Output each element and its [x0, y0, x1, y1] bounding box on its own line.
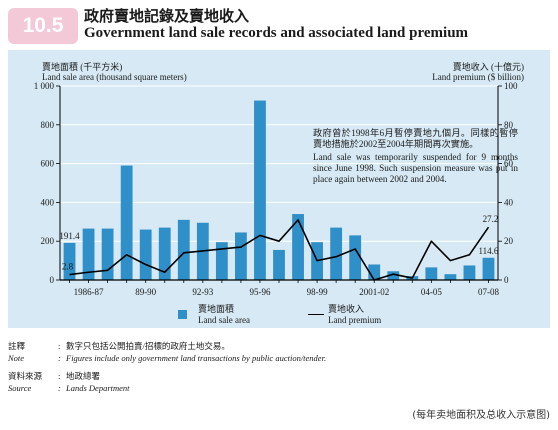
section-number-badge: 10.5 [8, 8, 78, 44]
left-axis-tick-label: 400 [41, 197, 55, 207]
data-label: 27.2 [483, 214, 499, 224]
right-axis-tick-label: 0 [504, 275, 509, 285]
bar-land-sale-area [292, 214, 304, 280]
x-axis-tick-label: 98-99 [307, 287, 328, 297]
left-axis-tick-label: 800 [41, 120, 55, 130]
bar-land-sale-area [482, 257, 495, 280]
bar-land-sale-area [349, 235, 362, 280]
legend-bar-label-chinese: 賣地面積 [198, 304, 235, 314]
source-label-english: Source [8, 383, 32, 393]
right-axis-tick-label: 20 [504, 236, 514, 246]
x-axis-tick-label: 92-93 [192, 287, 213, 297]
bar-land-sale-area [368, 264, 381, 280]
x-axis-tick-label: 1986-87 [74, 287, 104, 297]
x-axis-tick-label: 89-90 [135, 287, 156, 297]
x-axis-tick-label: 95-96 [249, 287, 270, 297]
data-label: 114.6 [479, 246, 499, 256]
note-text-chinese: 數字只包括公開拍賣/招標的政府土地交易。 [66, 341, 230, 351]
note-label-chinese: 註釋 [8, 341, 26, 351]
source-text-chinese: 地政總署 [66, 371, 101, 381]
combo-chart: 0 200 400 600 800 1 000 0 20 40 60 80 100 1986-87 89-… [34, 81, 518, 297]
chart-title-english: Government land sale records and associa… [84, 25, 469, 41]
annotation-chinese: 政府曾於1998年6月暫停賣地九個月。同樣的暫停賣地措施於2002至2004年期… [313, 128, 518, 149]
bar-land-sale-area [444, 274, 457, 280]
x-axis-tick-label: 07-08 [478, 287, 499, 297]
annotation-english: Land sale was temporarily suspended for … [313, 152, 518, 184]
right-axis-tick-label: 80 [504, 120, 514, 130]
left-axis-title-chinese: 賣地面積 (千平方米) [42, 62, 123, 72]
bar-land-sale-area [425, 267, 438, 280]
bar-land-sale-area [82, 228, 95, 280]
legend-line-label-chinese: 賣地收入 [328, 304, 365, 314]
right-axis-tick-label: 40 [504, 197, 514, 207]
bar-land-sale-area [158, 227, 171, 280]
chart-title-chinese: 政府賣地記錄及賣地收入 [84, 9, 250, 25]
bar-land-sale-area [177, 219, 190, 280]
bar-land-sale-area [463, 265, 476, 280]
source-label-chinese: 資料來源 [8, 371, 43, 381]
bar-land-sale-area [215, 242, 228, 280]
note-label-english: Note [8, 353, 25, 363]
line-swatch-icon [308, 314, 324, 315]
chart-panel: 0 200 400 600 800 1 000 0 20 40 60 80 100 1986-87 89-… [8, 50, 550, 328]
data-label: 2.8 [62, 262, 74, 272]
bar-land-sale-area [330, 227, 343, 280]
x-axis-tick-label: 2001-02 [359, 287, 389, 297]
bar-land-sale-area [254, 100, 266, 280]
bar-land-sale-area [387, 271, 400, 280]
note-text-english: Figures include only government land tra… [66, 353, 327, 363]
right-axis-title-chinese: 賣地收入 (十億元) [452, 62, 524, 72]
legend-line-label-english: Land premium [328, 315, 382, 325]
left-axis-tick-label: 200 [41, 236, 55, 246]
source-text-english: Lands Department [66, 383, 130, 393]
data-label: 191.4 [59, 231, 80, 241]
bar-land-sale-area [101, 228, 114, 280]
left-axis-tick-label: 1 000 [34, 81, 55, 91]
right-axis-title-english: Land premium ($ billion) [432, 72, 524, 82]
bar-land-sale-area [273, 249, 285, 280]
right-axis-tick-label: 60 [504, 159, 514, 169]
left-axis-tick-label: 600 [41, 159, 55, 169]
bar-land-sale-area [139, 229, 152, 280]
legend-bar-label-english: Land sale area [198, 315, 250, 325]
bar-land-sale-area [63, 242, 76, 280]
chart-legend: 賣地面積 Land sale area 賣地收入 Land premium [178, 304, 498, 328]
suspension-annotation: 政府曾於1998年6月暫停賣地九個月。同樣的暫停賣地措施於2002至2004年期… [313, 128, 518, 187]
right-axis-tick-label: 100 [504, 81, 518, 91]
image-caption: (每年卖地面积及总收入示意图) [412, 410, 550, 421]
bar-land-sale-area [120, 165, 133, 280]
left-axis-title-english: Land sale area (thousand square meters) [42, 72, 187, 82]
bar-swatch-icon [178, 310, 187, 319]
x-axis-tick-label: 04-05 [421, 287, 442, 297]
left-axis-tick-label: 0 [50, 275, 55, 285]
bar-land-sale-area [235, 232, 247, 280]
